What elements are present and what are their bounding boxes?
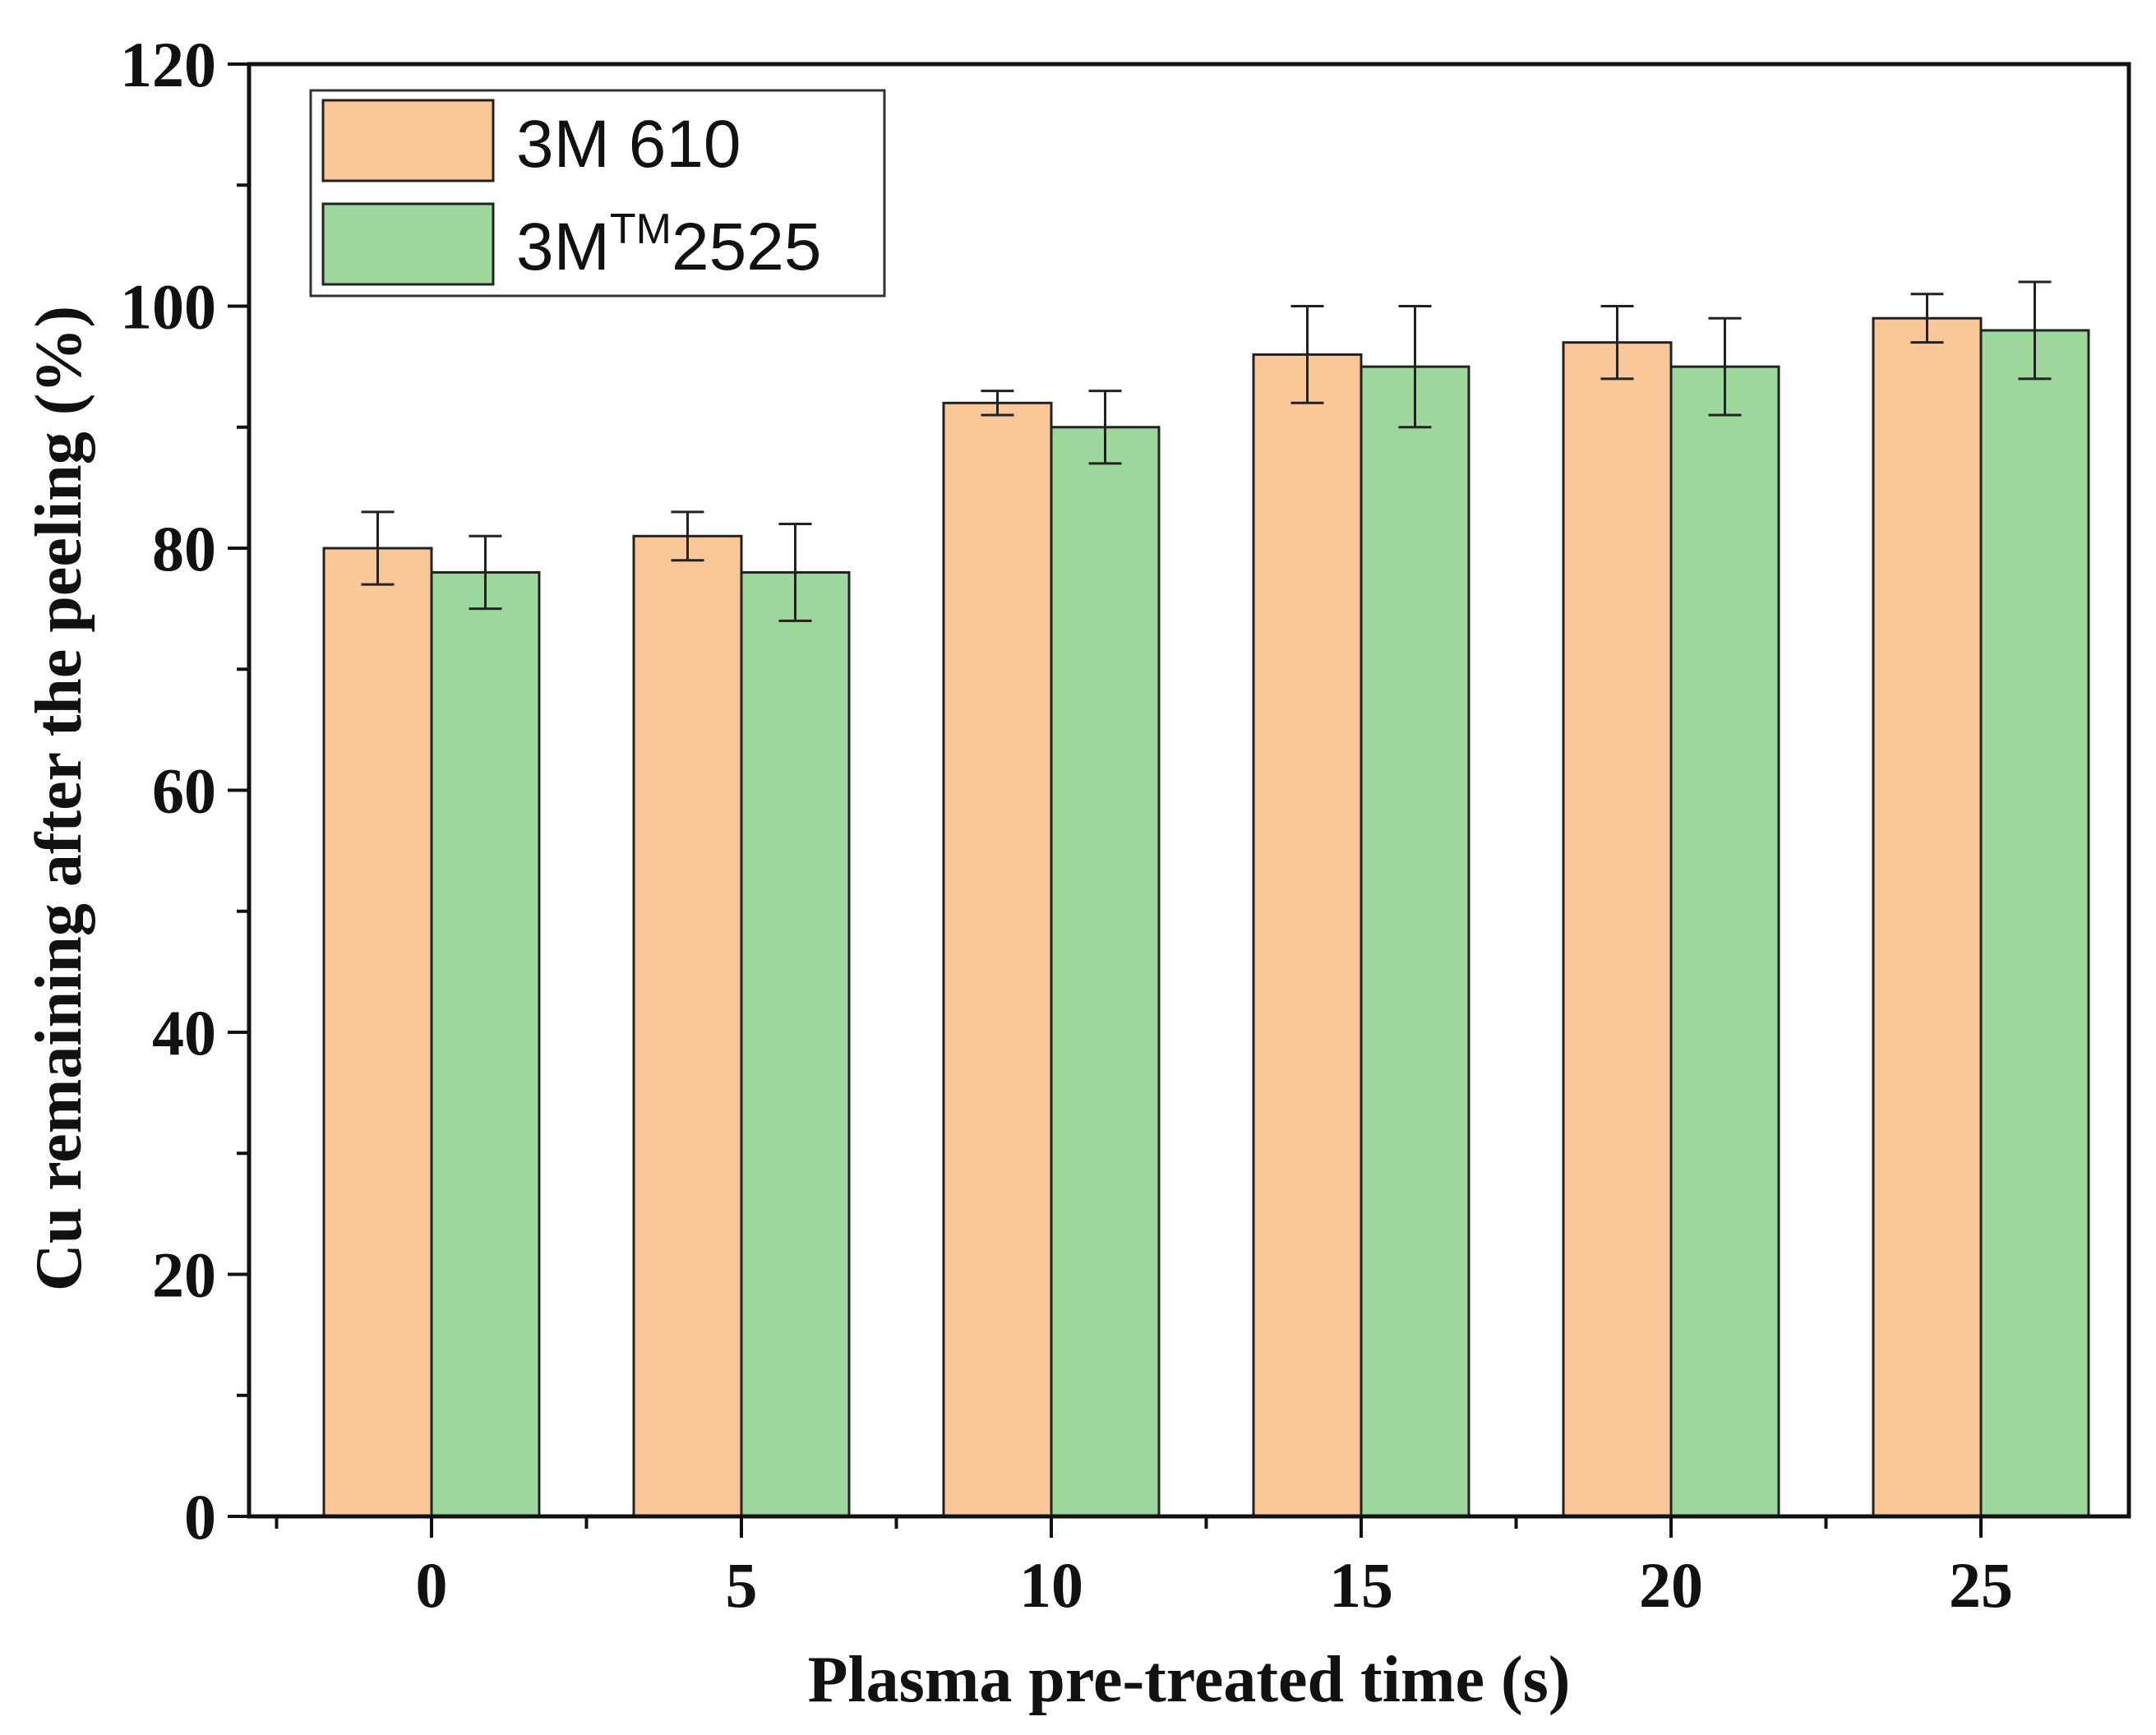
x-tick-label: 5 bbox=[726, 1549, 758, 1621]
bar-3m-2525-t20 bbox=[1669, 365, 1780, 1518]
bars-layer bbox=[322, 316, 2090, 1518]
error-bar-3m-610-t0 bbox=[361, 510, 395, 586]
error-bar-3m-2525-t15 bbox=[1398, 305, 1432, 429]
y-axis-title: Cu remaining after the peeling (%) bbox=[23, 306, 95, 1291]
bar-3m-610-t25 bbox=[1872, 316, 1983, 1518]
legend-label-3m-2525-number: 2525 bbox=[672, 210, 821, 284]
error-bar-3m-2525-t20 bbox=[1708, 316, 1742, 417]
y-tick-label: 40 bbox=[152, 997, 216, 1068]
legend: 3M 610 3MTM2525 bbox=[309, 89, 886, 298]
x-tick-label: 15 bbox=[1329, 1549, 1393, 1621]
x-tick-label: 25 bbox=[1949, 1549, 2013, 1621]
legend-swatch-3m-610 bbox=[321, 99, 495, 182]
x-tick-label: 20 bbox=[1639, 1549, 1703, 1621]
error-bar-3m-610-t10 bbox=[981, 390, 1014, 417]
x-tick-label: 0 bbox=[416, 1549, 448, 1621]
y-axis: 0 20 40 60 80 100 120 bbox=[120, 29, 249, 1553]
error-bar-3m-2525-t10 bbox=[1088, 390, 1122, 465]
bar-3m-2525-t15 bbox=[1360, 365, 1470, 1518]
error-bar-3m-2525-t5 bbox=[778, 523, 812, 622]
y-tick-label: 100 bbox=[120, 271, 216, 343]
error-bars-layer bbox=[361, 280, 2052, 622]
legend-label-3m-610: 3M 610 bbox=[516, 107, 741, 182]
y-tick-label: 80 bbox=[152, 513, 216, 584]
bar-3m-2525-t25 bbox=[1979, 329, 2090, 1518]
bar-3m-610-t15 bbox=[1252, 353, 1363, 1518]
x-axis: 0 5 10 15 20 25 bbox=[275, 1516, 2013, 1621]
error-bar-3m-610-t20 bbox=[1600, 305, 1634, 381]
legend-label-3m-2525-superscript: TM bbox=[610, 205, 672, 253]
legend-label-3m-2525-base: 3M bbox=[516, 210, 610, 284]
y-tick-label: 20 bbox=[152, 1239, 216, 1311]
error-bar-3m-610-t5 bbox=[671, 510, 704, 562]
y-tick-label: 0 bbox=[184, 1481, 216, 1553]
legend-label-3m-2525: 3MTM2525 bbox=[516, 205, 821, 284]
bar-3m-2525-t0 bbox=[430, 570, 541, 1518]
y-tick-label: 60 bbox=[152, 755, 216, 827]
error-bar-3m-2525-t0 bbox=[469, 534, 502, 611]
bar-3m-610-t0 bbox=[322, 547, 433, 1518]
x-axis-title: Plasma pre-treated time (s) bbox=[808, 1644, 1571, 1716]
error-bar-3m-610-t15 bbox=[1290, 305, 1324, 404]
legend-label-3m-610-text: 3M 610 bbox=[516, 107, 741, 182]
y-tick-label: 120 bbox=[120, 29, 216, 100]
bar-3m-2525-t5 bbox=[740, 570, 851, 1518]
bar-3m-610-t5 bbox=[632, 534, 743, 1518]
bar-3m-2525-t10 bbox=[1050, 426, 1161, 1518]
x-tick-label: 10 bbox=[1019, 1549, 1083, 1621]
legend-swatch-3m-2525 bbox=[321, 202, 495, 286]
bar-3m-610-t20 bbox=[1562, 341, 1673, 1518]
error-bar-3m-2525-t25 bbox=[2018, 280, 2052, 381]
error-bar-3m-610-t25 bbox=[1910, 293, 1944, 344]
bar-3m-610-t10 bbox=[942, 401, 1053, 1518]
